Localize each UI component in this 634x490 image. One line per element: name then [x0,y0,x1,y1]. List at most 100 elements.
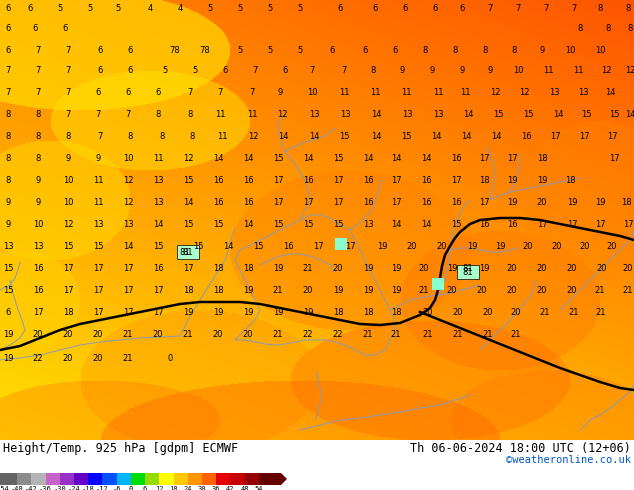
Text: 17: 17 [63,286,74,294]
Text: 4: 4 [178,3,183,13]
Text: 30: 30 [198,486,206,490]
Text: 5: 5 [87,3,93,13]
Text: 15: 15 [493,109,503,119]
Text: 17: 17 [123,286,133,294]
Text: 15: 15 [333,153,343,163]
Text: 8: 8 [5,153,11,163]
Bar [103,473,117,485]
Text: 18: 18 [243,264,254,272]
Text: 9: 9 [5,197,11,206]
Text: 10: 10 [123,153,133,163]
Text: 19: 19 [243,286,253,294]
Text: 42: 42 [226,486,235,490]
Text: 12: 12 [489,88,500,97]
Text: 18: 18 [621,197,631,206]
Text: 17: 17 [123,264,133,272]
Text: 8: 8 [5,131,11,141]
Text: 16: 16 [479,220,489,228]
Text: 7: 7 [341,66,347,74]
Text: 7: 7 [36,66,41,74]
Text: 13: 13 [578,88,588,97]
Text: 8: 8 [155,109,160,119]
Text: 14: 14 [363,153,373,163]
Text: 6: 6 [143,486,147,490]
Text: 14: 14 [391,220,401,228]
Text: 21: 21 [418,286,429,294]
Text: 19: 19 [183,308,193,317]
Text: 12: 12 [63,220,74,228]
Text: -30: -30 [53,486,66,490]
Text: 17: 17 [153,286,164,294]
Text: 7: 7 [65,46,70,54]
Text: 9: 9 [278,88,283,97]
Text: 8: 8 [159,131,165,141]
Text: 15: 15 [63,242,74,250]
Text: 21: 21 [453,329,463,339]
Text: 81: 81 [183,247,193,256]
FancyBboxPatch shape [177,245,199,259]
Text: 12: 12 [123,197,133,206]
Text: 19: 19 [363,264,373,272]
Text: 8: 8 [36,131,41,141]
Text: 9: 9 [488,66,493,74]
Text: 6: 6 [372,3,378,13]
Text: 11: 11 [339,88,349,97]
Text: -36: -36 [39,486,52,490]
Text: 10: 10 [63,175,74,185]
Text: 20: 20 [567,286,577,294]
Bar [88,473,103,485]
Text: 19: 19 [3,329,13,339]
Text: 20: 20 [93,353,103,363]
Text: 20: 20 [537,264,547,272]
Text: 81: 81 [463,268,474,276]
Text: 20: 20 [552,242,562,250]
Bar [117,473,131,485]
Text: 15: 15 [153,242,163,250]
Text: 14: 14 [491,131,501,141]
Text: -18: -18 [82,486,94,490]
Text: 18: 18 [363,308,373,317]
Text: 12: 12 [155,486,164,490]
Text: 9: 9 [65,153,70,163]
Text: 13: 13 [123,220,133,228]
Text: 6: 6 [403,3,408,13]
Text: 21: 21 [569,308,579,317]
Text: 14: 14 [624,109,634,119]
Text: 5: 5 [192,66,198,74]
Text: 19: 19 [3,353,13,363]
Bar [46,473,60,485]
Text: 20: 20 [437,242,447,250]
Text: 11: 11 [93,175,103,185]
Text: 20: 20 [597,264,607,272]
Text: 6: 6 [223,66,228,74]
Text: 14: 14 [278,131,288,141]
Text: 6: 6 [95,88,101,97]
Text: 15: 15 [93,242,103,250]
Text: 20: 20 [511,308,521,317]
Text: 19: 19 [467,242,477,250]
Text: 20: 20 [153,329,163,339]
Text: 15: 15 [609,109,619,119]
Text: 19: 19 [507,197,517,206]
Text: ©weatheronline.co.uk: ©weatheronline.co.uk [506,455,631,465]
Text: 9: 9 [540,46,545,54]
Text: 20: 20 [477,286,488,294]
Text: 5: 5 [237,46,243,54]
Text: 12: 12 [183,153,193,163]
FancyArrow shape [273,473,287,485]
Text: 19: 19 [537,175,547,185]
Text: 14: 14 [123,242,133,250]
Text: 8: 8 [422,46,428,54]
Text: 20: 20 [407,242,417,250]
Text: 18: 18 [479,175,489,185]
Text: 5: 5 [57,3,63,13]
Text: 8: 8 [187,109,193,119]
Text: 8: 8 [5,109,11,119]
Text: 11: 11 [370,88,380,97]
Text: 24: 24 [183,486,192,490]
Text: 15: 15 [213,220,223,228]
Text: 4: 4 [147,3,153,13]
Text: 16: 16 [243,175,254,185]
Text: 11: 11 [543,66,553,74]
Text: 15: 15 [581,109,592,119]
